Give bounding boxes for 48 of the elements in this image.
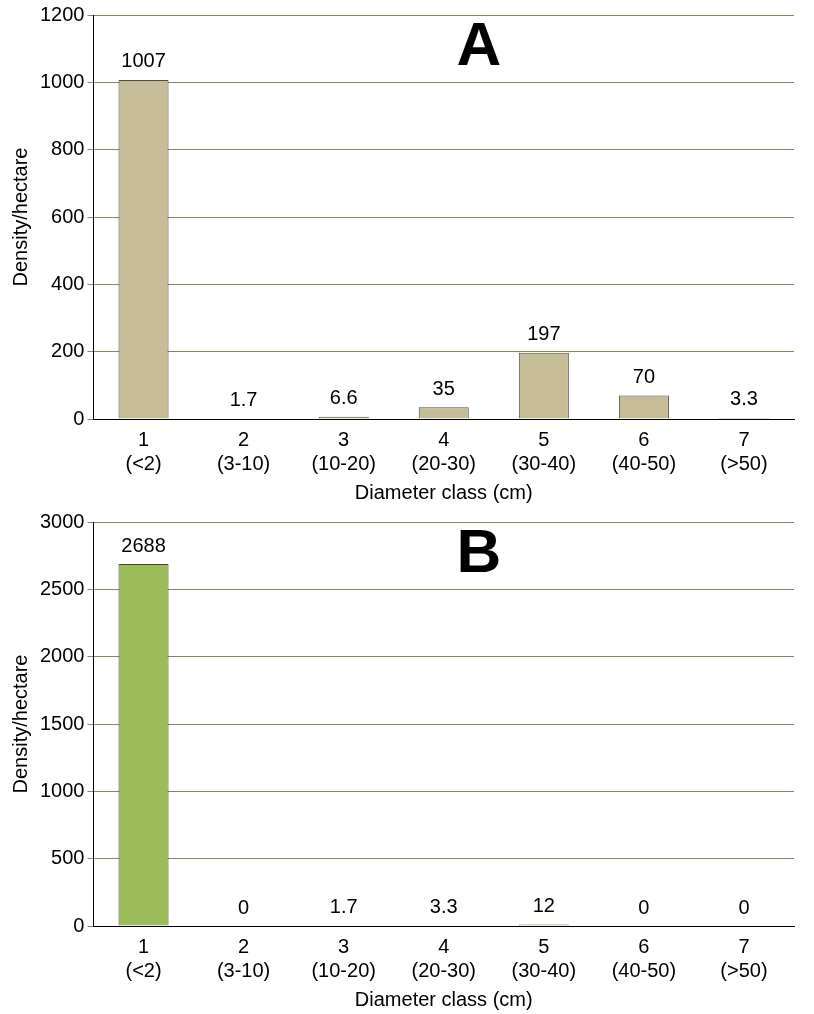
y-tick-label: 2500 bbox=[39, 576, 85, 599]
y-tick-label: 1000 bbox=[39, 778, 85, 801]
x-tick-label: 1 (<2) bbox=[125, 427, 162, 474]
y-tick-label: 800 bbox=[51, 137, 85, 160]
y-tick-label: 1200 bbox=[39, 2, 85, 25]
y-tick-label: 1000 bbox=[39, 69, 85, 92]
chart-title: A bbox=[456, 9, 502, 79]
data-label: 1007 bbox=[121, 49, 166, 72]
y-tick-label: 0 bbox=[73, 406, 85, 429]
x-tick-label: 6 (40-50) bbox=[611, 427, 677, 474]
x-tick-label: 2 (3-10) bbox=[216, 427, 271, 474]
x-tick-label: 2 (3-10) bbox=[216, 934, 271, 981]
x-tick-label: 7 (>50) bbox=[720, 934, 768, 981]
x-tick-label: 1 (<2) bbox=[125, 934, 162, 981]
y-axis-title: Density/hectare bbox=[8, 147, 31, 287]
data-label: 2688 bbox=[121, 533, 166, 556]
x-tick-label: 5 (30-40) bbox=[511, 427, 577, 474]
data-label: 70 bbox=[632, 364, 656, 387]
data-label: 0 bbox=[738, 895, 750, 918]
x-tick-label: 7 (>50) bbox=[720, 427, 768, 474]
data-label: 35 bbox=[432, 376, 455, 399]
data-label: 6.6 bbox=[329, 386, 358, 409]
y-tick-label: 3000 bbox=[39, 509, 85, 532]
x-tick-label: 4 (20-30) bbox=[411, 427, 476, 474]
data-label: 1.7 bbox=[329, 895, 358, 918]
x-tick-label: 5 (30-40) bbox=[511, 934, 577, 981]
chart-title: B bbox=[456, 516, 502, 586]
y-axis-title: Density/hectare bbox=[8, 654, 31, 794]
x-tick-label: 3 (10-20) bbox=[311, 934, 376, 981]
y-tick-label: 2000 bbox=[39, 644, 85, 667]
y-tick-label: 1500 bbox=[39, 711, 85, 734]
data-label: 197 bbox=[527, 322, 561, 345]
data-label: 3.3 bbox=[429, 895, 458, 918]
x-axis-title: Diameter class (cm) bbox=[354, 987, 533, 1010]
x-tick-label: 6 (40-50) bbox=[611, 934, 677, 981]
y-tick-label: 400 bbox=[51, 271, 85, 294]
y-tick-label: 200 bbox=[51, 339, 85, 362]
data-label: 0 bbox=[638, 895, 650, 918]
data-label: 12 bbox=[532, 893, 555, 916]
data-label: 0 bbox=[238, 895, 250, 918]
y-tick-label: 600 bbox=[51, 204, 85, 227]
data-label: 3.3 bbox=[730, 387, 758, 410]
x-axis-title: Diameter class (cm) bbox=[354, 480, 533, 503]
x-tick-label: 4 (20-30) bbox=[411, 934, 476, 981]
data-label: 1.7 bbox=[229, 387, 258, 410]
y-tick-label: 500 bbox=[51, 846, 85, 869]
y-tick-label: 0 bbox=[73, 913, 85, 936]
x-tick-label: 3 (10-20) bbox=[311, 427, 376, 474]
